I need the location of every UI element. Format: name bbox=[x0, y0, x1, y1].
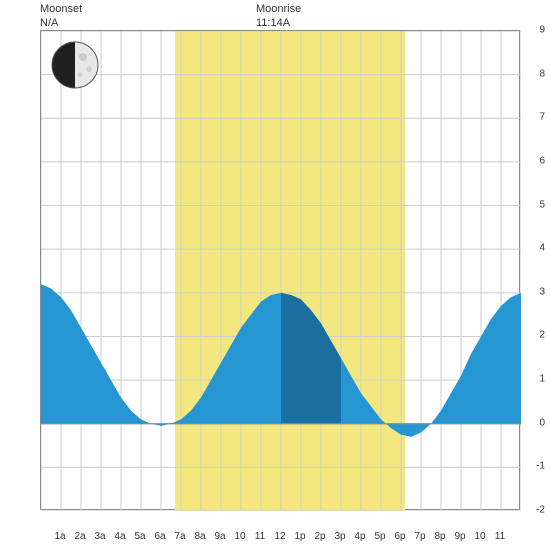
moonset-title: Moonset bbox=[40, 2, 82, 16]
x-tick: 4p bbox=[354, 531, 365, 542]
x-tick: 8p bbox=[434, 531, 445, 542]
moonset-value: N/A bbox=[40, 16, 82, 30]
tide-chart-svg bbox=[41, 31, 521, 511]
x-tick: 10 bbox=[234, 531, 245, 542]
x-tick: 5p bbox=[374, 531, 385, 542]
x-tick: 1a bbox=[54, 531, 65, 542]
x-tick: 4a bbox=[114, 531, 125, 542]
x-tick: 3a bbox=[94, 531, 105, 542]
moonrise-title: Moonrise bbox=[256, 2, 301, 16]
x-tick: 1p bbox=[294, 531, 305, 542]
x-tick: 9p bbox=[454, 531, 465, 542]
y-axis: -2-10123456789 bbox=[525, 30, 545, 510]
x-tick: 12 bbox=[274, 531, 285, 542]
x-axis: 1a 2a 3a 4a 5a 6a 7a 8a 9a 10 11 12 1p 2p 3p 4p 5p 6p 7p 8p… bbox=[40, 531, 520, 545]
moonset-label: Moonset N/A bbox=[40, 2, 82, 31]
x-tick: 2p bbox=[314, 531, 325, 542]
x-tick: 8a bbox=[194, 531, 205, 542]
y-tick: 2 bbox=[525, 330, 545, 341]
y-tick: 0 bbox=[525, 417, 545, 428]
x-tick: 6a bbox=[154, 531, 165, 542]
y-tick: 8 bbox=[525, 68, 545, 79]
y-tick: -2 bbox=[525, 505, 545, 516]
x-tick: 10 bbox=[474, 531, 485, 542]
tide-chart bbox=[40, 30, 520, 510]
x-tick: 3p bbox=[334, 531, 345, 542]
x-tick: 11 bbox=[255, 531, 265, 542]
moonrise-label: Moonrise 11:14A bbox=[256, 2, 301, 31]
y-tick: 1 bbox=[525, 374, 545, 385]
x-tick: 9a bbox=[214, 531, 225, 542]
y-tick: 6 bbox=[525, 155, 545, 166]
y-tick: 4 bbox=[525, 243, 545, 254]
x-tick: 11 bbox=[495, 531, 505, 542]
y-tick: 9 bbox=[525, 25, 545, 36]
x-tick: 2a bbox=[74, 531, 85, 542]
x-tick: 7p bbox=[414, 531, 425, 542]
moonrise-value: 11:14A bbox=[256, 16, 301, 30]
moon-phase-icon bbox=[51, 41, 99, 89]
y-tick: -1 bbox=[525, 461, 545, 472]
x-tick: 5a bbox=[134, 531, 145, 542]
y-tick: 5 bbox=[525, 199, 545, 210]
y-tick: 7 bbox=[525, 112, 545, 123]
x-tick: 7a bbox=[174, 531, 185, 542]
x-tick: 6p bbox=[394, 531, 405, 542]
y-tick: 3 bbox=[525, 286, 545, 297]
